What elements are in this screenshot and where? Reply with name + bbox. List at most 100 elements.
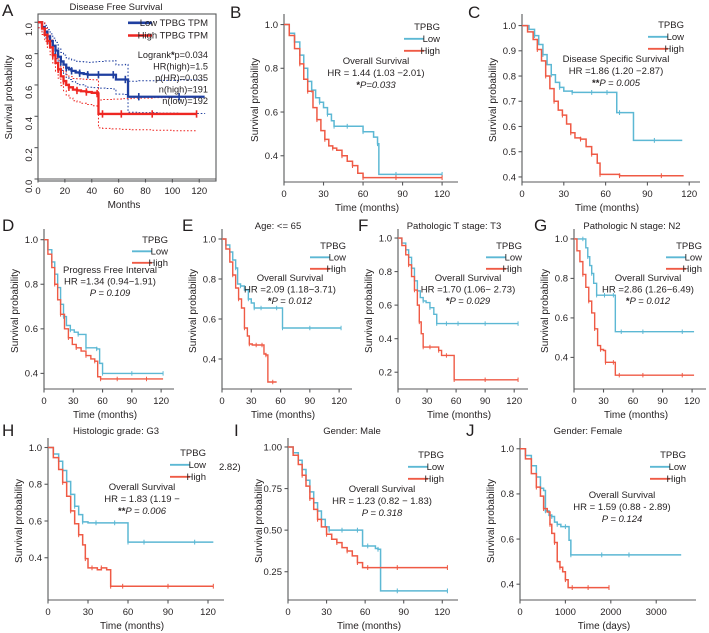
y-tick-label: 1.0 — [25, 235, 38, 246]
x-tick-label: 30 — [246, 396, 257, 407]
survival-curve — [574, 238, 695, 333]
survival-curve — [44, 238, 164, 380]
y-tick-label: 0.8 — [24, 54, 35, 67]
stat-line: Progress Free Interval — [63, 265, 157, 276]
x-tick-label: 0 — [519, 189, 524, 200]
x-axis-title: Time (months) — [427, 410, 491, 421]
panel-letter-b: B — [230, 3, 242, 22]
stat-line: Overall Survival — [615, 273, 682, 284]
panel-j: J 0.4 0.6 0.8 1.0 0 1000 2000 3000 Time (days) Sur… — [464, 420, 709, 633]
y-tick-label: 1.0 — [265, 20, 278, 31]
km-plot-d: 0.4 0.6 0.8 1.0 0 30 60 90 120 Time (months) Survi… — [10, 229, 174, 421]
survival-curve — [222, 238, 342, 329]
panel-g: G 0.4 0.6 0.8 1.0 0 30 60 90 120 Time (months) Surv… — [532, 215, 709, 421]
panel-letter-g: G — [534, 216, 548, 235]
stat-line: HR =1.34 (0.94−1.91) — [64, 277, 156, 288]
stat-line: HR = 1.83 (1.19 − — [104, 494, 180, 505]
survival-curve — [398, 237, 519, 381]
panel-title: Gender: Female — [554, 426, 623, 437]
legend-label: High — [424, 474, 444, 485]
stat-line: **P = 0.005 — [592, 78, 641, 89]
legend-title: TPBG — [142, 235, 168, 246]
x-tick-label: 120 — [200, 607, 216, 618]
y-tick-label: 0.8 — [265, 64, 278, 75]
x-tick-label: 30 — [559, 189, 570, 200]
x-tick-label: 40 — [86, 186, 97, 197]
legend-title: TPBG — [320, 241, 346, 252]
y-tick-label: 0.8 — [203, 274, 216, 285]
y-tick-label: 1.0 — [24, 23, 35, 36]
stat-line: P = 0.109 — [90, 288, 131, 299]
stat-line: *P = 0.029 — [446, 296, 491, 307]
x-tick-label: 120 — [191, 186, 207, 197]
km-plot-a: 0.0 0.2 0.4 0.6 0.8 1.0 0 20 40 60 80 100 120 Months S… — [4, 2, 217, 211]
stat-line: HR(high)=1.5 — [153, 62, 208, 72]
y-tick-label: 0.0 — [24, 180, 35, 193]
stat-line: Overall Survival — [257, 273, 324, 284]
stat-line: HR = 1.59 (0.88 - 2.89) — [573, 502, 670, 513]
stat-line: Overall Survival — [589, 490, 656, 501]
x-tick-label: 0 — [281, 189, 286, 200]
x-axis-title: Time (months) — [100, 621, 164, 632]
x-tick-label: 1000 — [555, 607, 576, 618]
km-plot-f: 0.2 0.4 0.6 0.8 1.0 0 30 60 90 120 Time (months) Su… — [364, 221, 528, 421]
confidence-band — [38, 21, 198, 101]
legend-label: High — [664, 44, 684, 55]
stat-line: Overall Survival — [349, 484, 416, 495]
legend-label: Low — [667, 32, 685, 43]
y-tick-label: 0.6 — [29, 516, 42, 527]
y-tick-label: 0.75 — [264, 484, 283, 495]
y-tick-label: 0.50 — [264, 525, 283, 536]
legend-title: TPBG — [418, 450, 444, 461]
x-axis-title: Time (days) — [578, 621, 630, 632]
panel-d: D 0.4 0.6 0.8 1.0 0 30 60 90 120 Time (months) Surv… — [0, 215, 180, 421]
y-axis-title: Survival probability — [4, 56, 15, 140]
stat-line: HR =2.86 (1.26−6.49) — [602, 285, 694, 296]
y-tick-label: 1.0 — [555, 234, 568, 245]
panel-letter-i: I — [234, 421, 239, 440]
panel-letter-h: H — [2, 421, 15, 440]
confidence-band — [38, 27, 198, 132]
x-tick-label: 60 — [360, 607, 371, 618]
y-tick-label: 0.6 — [555, 313, 568, 324]
y-tick-label: 0.6 — [24, 86, 35, 99]
x-axis-title: Time (months) — [337, 621, 401, 632]
y-tick-label: 0.6 — [379, 300, 392, 311]
legend-title: TPBG — [660, 450, 686, 461]
y-tick-label: 0.4 — [203, 354, 216, 365]
stat-line: *P = 0.012 — [268, 296, 313, 307]
legend-label: High — [186, 472, 206, 483]
stat-line: **P = 0.006 — [118, 506, 167, 517]
km-plot-b: 0.4 0.6 0.8 1.0 0 30 60 90 120 Time (months) Survi… — [250, 14, 458, 214]
y-axis-title: Survival probability — [364, 269, 375, 353]
x-tick-label: 90 — [397, 189, 408, 200]
x-tick-label: 90 — [480, 396, 491, 407]
x-tick-label: 90 — [657, 396, 668, 407]
panel-title: Disease Free Survival — [70, 2, 163, 13]
panel-letter-d: D — [2, 216, 15, 235]
km-plot-g: 0.4 0.6 0.8 1.0 0 30 60 90 120 Time (months) Survi… — [540, 221, 706, 421]
y-tick-label: 0.5 — [503, 147, 516, 158]
survival-curve — [522, 24, 684, 177]
x-tick-label: 120 — [434, 189, 450, 200]
x-tick-label: 60 — [451, 396, 462, 407]
legend-title: TPBG — [414, 22, 440, 33]
panel-title: Gender: Male — [323, 426, 381, 437]
stat-line: P = 0.124 — [602, 514, 643, 525]
panel-c: C 0.4 0.5 0.6 0.7 0.8 0.9 1.0 0 30 60 90 120 Time (mo… — [466, 0, 709, 215]
legend-title: TPBG — [180, 448, 206, 459]
km-plot-e: 0.4 0.6 0.8 1.0 0 30 60 90 120 Time (months) Survi… — [188, 221, 352, 421]
legend-label: High — [666, 474, 686, 485]
panel-letter-f: F — [358, 216, 369, 235]
panel-title: Pathologic T stage: T3 — [407, 221, 502, 232]
stat-line: *P=0.033 — [356, 80, 396, 91]
panel-f: F 0.2 0.4 0.6 0.8 1.0 0 30 60 90 120 Time (months) S… — [356, 215, 532, 421]
x-tick-label: 60 — [628, 396, 639, 407]
x-tick-label: 30 — [83, 607, 94, 618]
y-tick-label: 0.4 — [503, 172, 516, 183]
legend-label: High — [502, 264, 522, 275]
x-tick-label: 30 — [422, 396, 433, 407]
x-tick-label: 60 — [123, 607, 134, 618]
x-axis-title: Time (months) — [335, 203, 399, 214]
survival-curve — [284, 23, 443, 179]
